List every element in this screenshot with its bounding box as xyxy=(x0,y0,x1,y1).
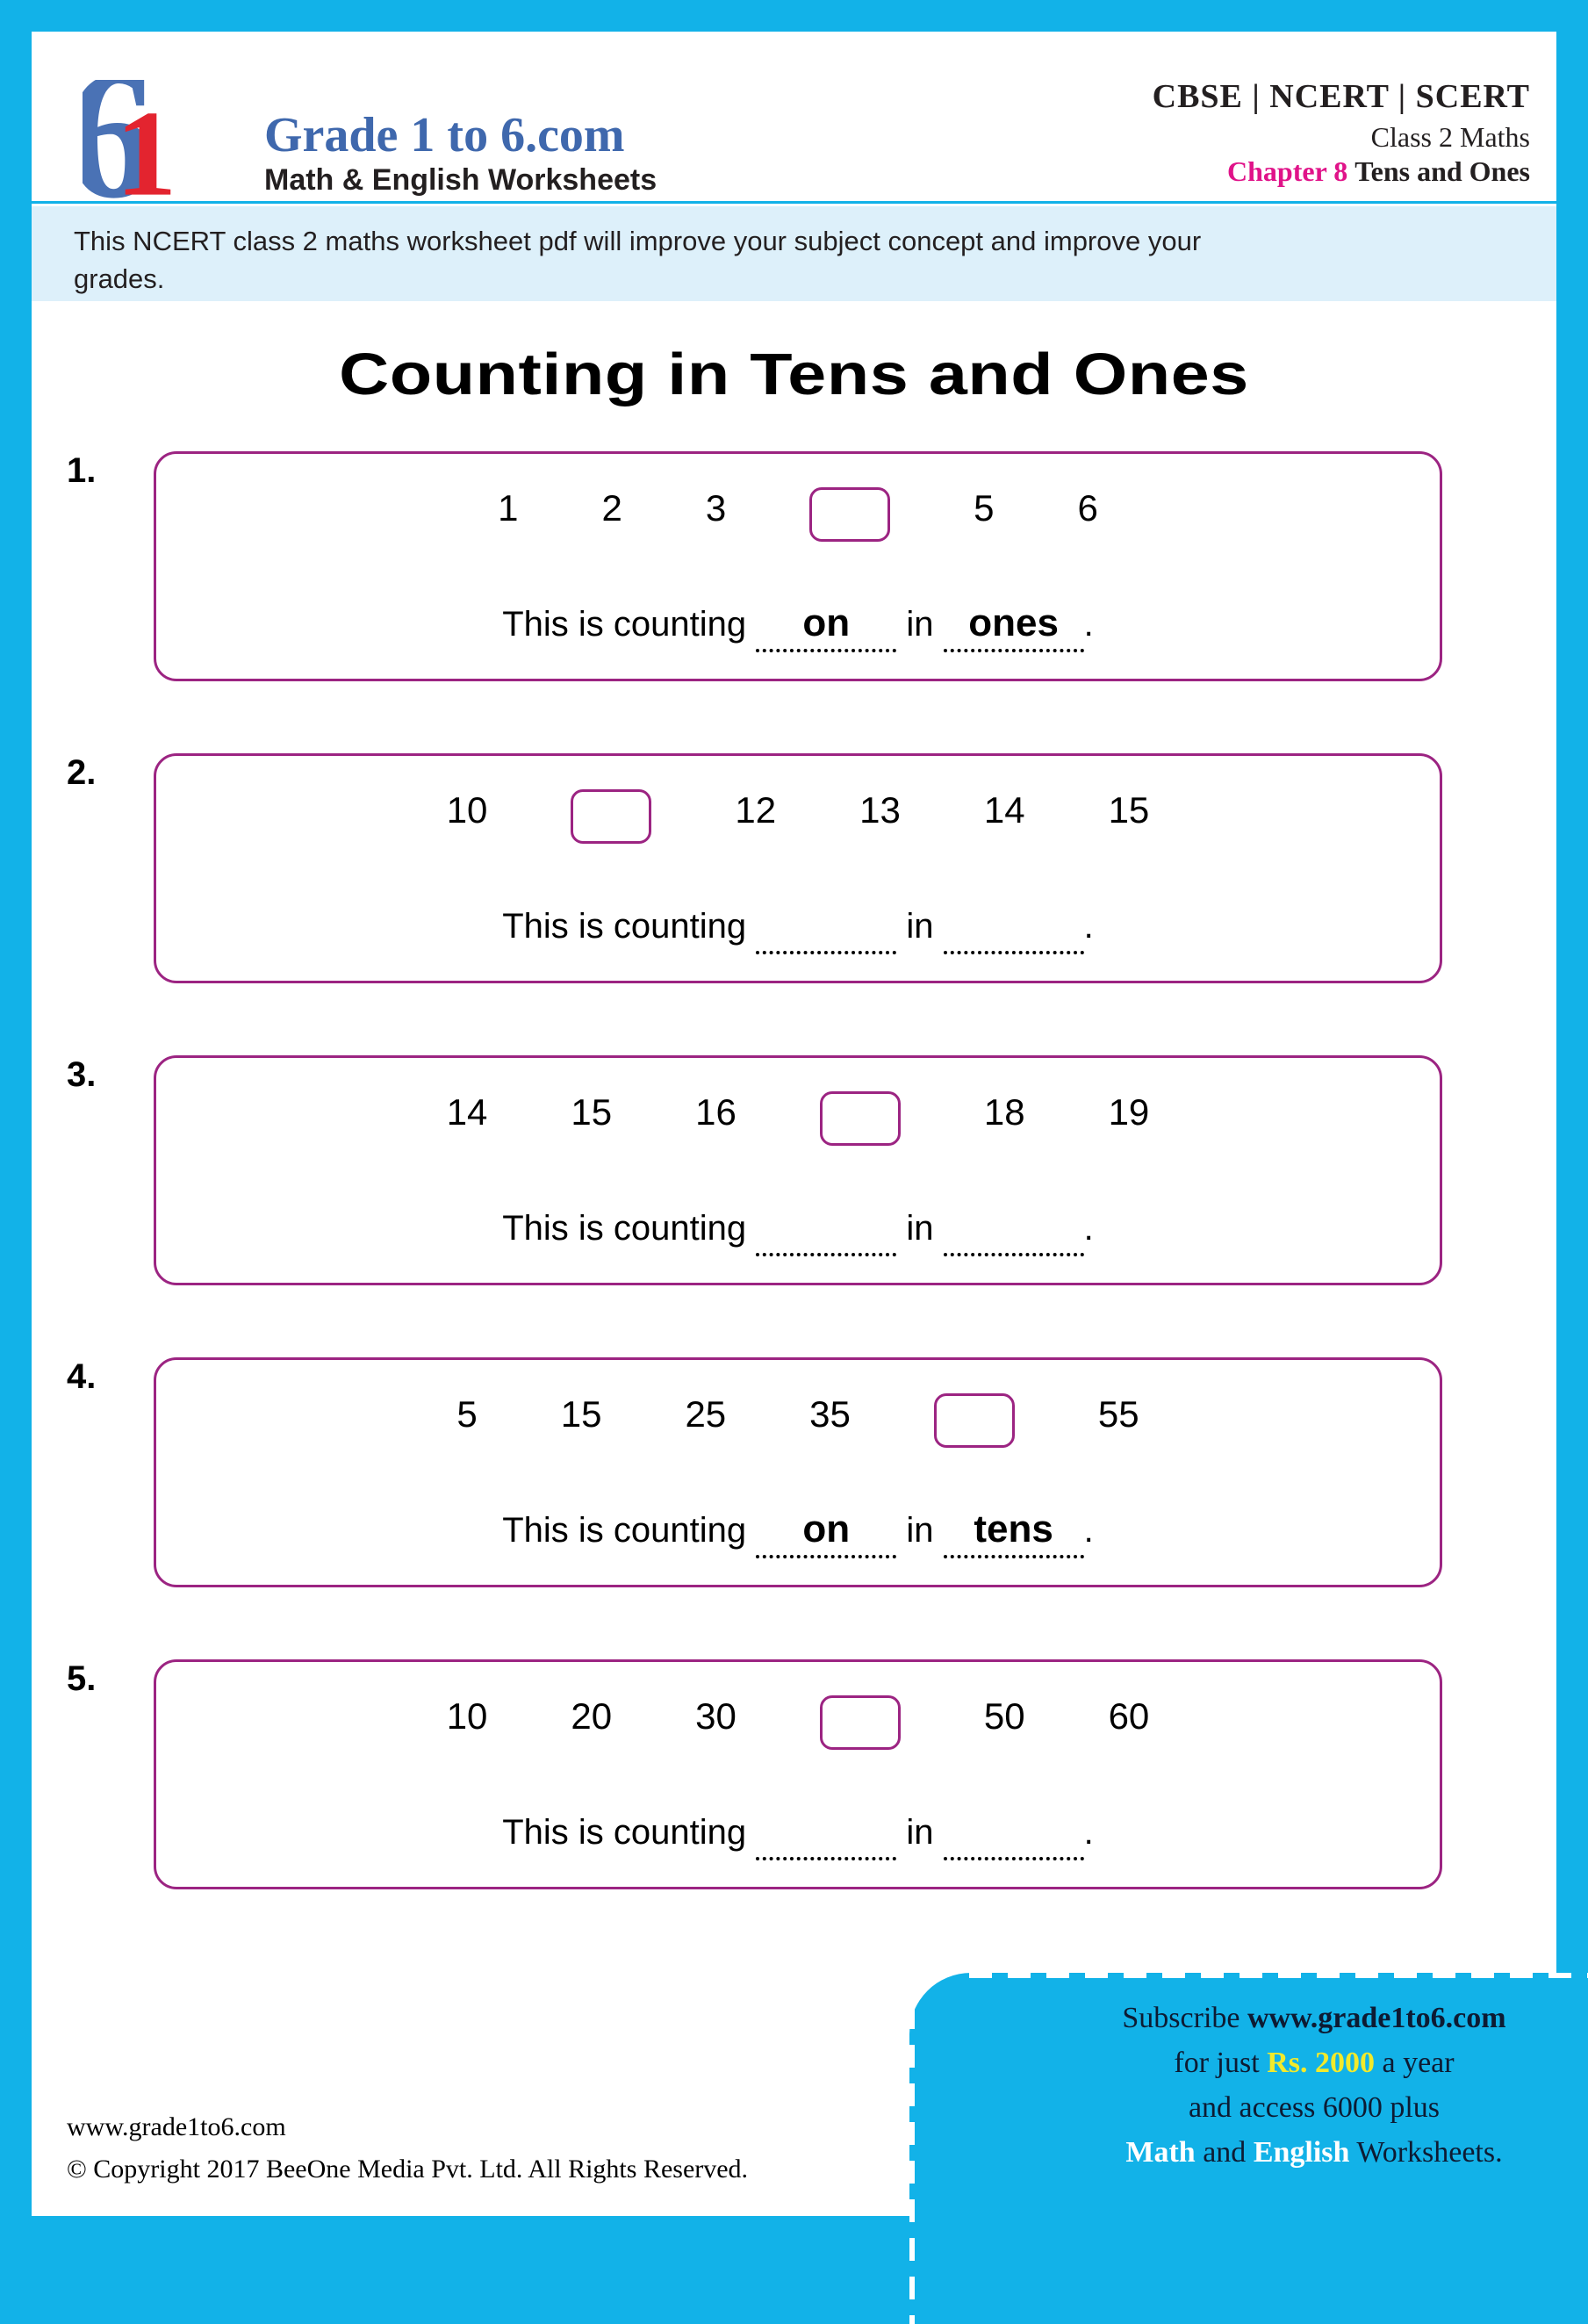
svg-text:1: 1 xyxy=(116,86,177,203)
